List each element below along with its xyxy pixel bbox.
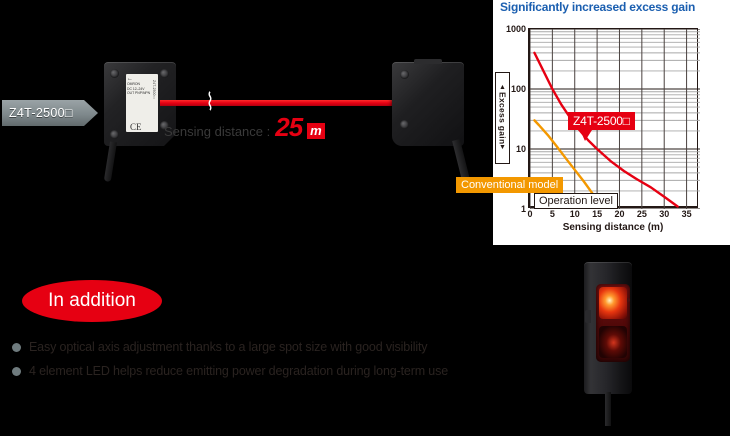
sensing-distance-value: 25 <box>275 112 303 142</box>
bullet-dot-icon <box>12 342 21 352</box>
emitter-label-line1: DC 12–24V <box>127 86 145 91</box>
sensor-photo-cable <box>605 392 611 426</box>
chart-title: Significantly increased excess gain <box>500 0 696 14</box>
sensor-photo-body <box>584 262 632 394</box>
receiver-sensor-body <box>392 59 464 146</box>
emitter-spec-label: ← OMRON DC 12–24V OUT PNP/NPN Z4T-2500□ … <box>126 74 158 132</box>
direction-arrow-icon: ← <box>127 76 133 82</box>
feature-bullet-list: Easy optical axis adjustment thanks to a… <box>12 340 572 388</box>
chart-x-tick-label: 30 <box>659 209 670 219</box>
in-addition-badge-label: In addition <box>48 290 136 311</box>
emitter-cable <box>103 141 117 183</box>
product-model-tag-label: Z4T-2500□ <box>9 106 73 120</box>
chart-x-tick-label: 10 <box>569 209 580 219</box>
chart-x-axis-label: Sensing distance (m) <box>562 222 664 233</box>
chart-y-axis-label: ▲ Excess gain ▼ <box>495 72 510 164</box>
beam-break-marker: ⌇ <box>205 90 215 116</box>
in-addition-badge: In addition <box>22 280 162 322</box>
emitter-label-line2: OUT PNP/NPN <box>127 91 151 95</box>
screw-icon <box>160 69 169 78</box>
sensor-scene: Z4T-2500□ ← OMRON DC 12–24V OUT PNP/NPN … <box>0 0 500 245</box>
receiver-top-cap <box>414 59 442 64</box>
sensing-distance-caption: Sensing distance : 25 m <box>164 112 325 143</box>
screw-icon <box>160 121 169 130</box>
screw-icon <box>110 130 119 139</box>
emitter-label-model: Z4T-2500□ <box>152 80 156 100</box>
sensor-photo <box>578 262 638 426</box>
sensor-photo-side-nub <box>585 310 591 323</box>
laser-beam <box>160 100 392 106</box>
chart-callout-operation-level: Operation level <box>534 193 618 209</box>
chart-x-tick-label: 0 <box>527 209 533 219</box>
chart-y-axis-label-text: Excess gain <box>497 91 508 145</box>
list-item-label: Easy optical axis adjustment thanks to a… <box>29 340 428 354</box>
chart-y-tick-label: 1000 <box>505 24 526 34</box>
chart-x-tick-label: 20 <box>614 209 625 219</box>
chart-x-tick-label: 25 <box>636 209 647 219</box>
arrow-up-icon: ▲ <box>499 83 506 91</box>
chart-y-tick-label: 1 <box>520 204 526 214</box>
ce-mark-icon: CE <box>130 121 142 132</box>
chart-callout-conventional: Conventional model <box>456 177 564 203</box>
list-item: 4 element LED helps reduce emitting powe… <box>12 364 572 378</box>
arrow-down-icon: ▼ <box>499 144 506 152</box>
receiver-lens <box>599 326 627 358</box>
emitter-lens-glow <box>599 287 627 319</box>
list-item: Easy optical axis adjustment thanks to a… <box>12 340 572 354</box>
list-item-label: 4 element LED helps reduce emitting powe… <box>29 364 449 378</box>
screw-icon <box>110 69 119 78</box>
sensing-distance-unit: m <box>307 123 325 139</box>
chart-x-tick-label: 5 <box>549 209 555 219</box>
chart-y-tick-label: 10 <box>515 144 526 154</box>
sensing-distance-label: Sensing distance : <box>164 124 271 139</box>
chart-callout-z4t: Z4T-2500□ <box>568 112 635 141</box>
chart-x-tick-label: 35 <box>681 209 692 219</box>
product-model-tag: Z4T-2500□ <box>2 100 98 126</box>
chart-y-tick-label: 100 <box>510 84 526 94</box>
sensor-photo-lens-face <box>596 284 630 362</box>
emitter-label-brand: OMRON <box>127 82 140 86</box>
screw-icon <box>400 120 409 129</box>
chart-x-tick-label: 15 <box>592 209 603 219</box>
bullet-dot-icon <box>12 366 21 376</box>
screw-icon <box>400 70 409 79</box>
